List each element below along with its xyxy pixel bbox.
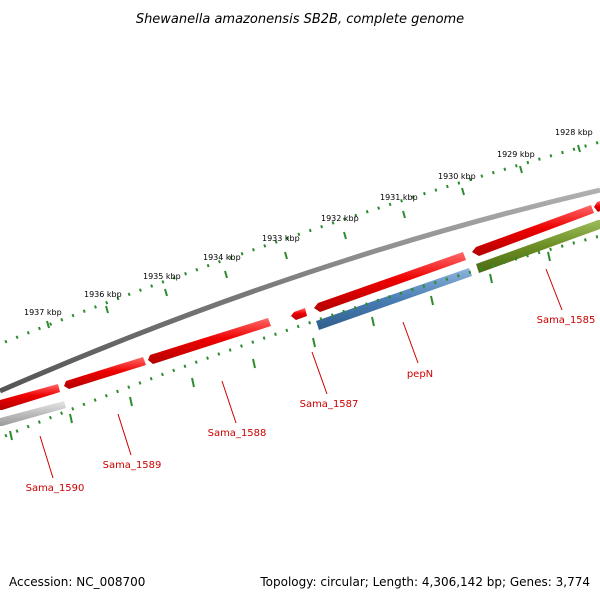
major-tick <box>224 270 228 279</box>
major-tick <box>284 251 288 260</box>
scale-label: 1934 kbp <box>203 253 241 262</box>
gene-labels: Sama_1590 Sama_1589 Sama_1588 Sama_1587 … <box>26 315 596 494</box>
gene-sama-1589[interactable] <box>64 357 146 389</box>
accession-text: Accession: NC_008700 <box>9 575 145 589</box>
leader-sama-1588 <box>221 380 237 424</box>
forward-strand-genes <box>0 201 600 410</box>
label-leaders <box>39 268 563 479</box>
scale-label: 1935 kbp <box>143 272 181 281</box>
inner-major-tick <box>547 251 551 262</box>
gene-label-sama-1587[interactable]: Sama_1587 <box>300 399 359 410</box>
leader-sama-1589 <box>117 413 132 456</box>
major-tick <box>519 165 523 174</box>
inner-major-tick <box>430 295 434 306</box>
gene-fragment-right[interactable] <box>594 201 600 212</box>
outer-minor-ticks <box>4 140 600 344</box>
genome-summary: Topology: circular; Length: 4,306,142 bp… <box>259 575 590 589</box>
gene-sama-1588[interactable] <box>148 318 271 364</box>
scale-label: 1931 kbp <box>380 193 418 202</box>
leader-sama-1587 <box>311 351 328 395</box>
inner-major-tick <box>312 337 316 348</box>
major-tick <box>461 187 465 196</box>
outer-scale-ticks <box>4 140 600 344</box>
inner-features <box>0 220 600 426</box>
page-title: Shewanella amazonensis SB2B, complete ge… <box>136 12 464 27</box>
scale-label: 1937 kbp <box>24 308 62 317</box>
inner-scale-ticks <box>4 234 600 441</box>
gene-label-sama-1590[interactable]: Sama_1590 <box>26 483 85 494</box>
genome-backbone <box>0 187 600 394</box>
scale-label: 1929 kbp <box>497 150 535 159</box>
scale-label: 1933 kbp <box>262 234 300 243</box>
gene-label-pepn[interactable]: pepN <box>407 369 433 380</box>
major-tick <box>577 144 581 153</box>
gene-sama-1587[interactable] <box>291 308 307 320</box>
scale-label: 1928 kbp <box>555 128 593 137</box>
gene-sama-1590[interactable] <box>0 384 60 410</box>
inner-major-tick <box>252 358 256 369</box>
inner-major-tick <box>69 413 73 424</box>
gene-pepn-forward[interactable] <box>314 252 466 312</box>
scale-label: 1930 kbp <box>438 172 476 181</box>
major-tick <box>402 210 406 219</box>
leader-pepn <box>402 321 419 364</box>
leader-sama-1590 <box>39 435 54 479</box>
feature-grey[interactable] <box>0 401 66 426</box>
major-tick <box>105 305 109 314</box>
scale-labels: 1937 kbp 1936 kbp 1935 kbp 1934 kbp 1933… <box>24 128 593 317</box>
leader-sama-1585 <box>545 268 563 311</box>
gene-label-sama-1588[interactable]: Sama_1588 <box>208 428 267 439</box>
inner-major-tick <box>371 316 375 327</box>
gene-label-sama-1585[interactable]: Sama_1585 <box>537 315 596 326</box>
feature-pepn[interactable] <box>316 268 472 330</box>
inner-major-tick <box>129 396 133 407</box>
inner-minor-ticks <box>4 234 600 438</box>
gene-label-sama-1589[interactable]: Sama_1589 <box>103 460 162 471</box>
scale-label: 1936 kbp <box>84 290 122 299</box>
feature-sama-1585[interactable] <box>476 220 600 273</box>
major-tick <box>343 231 347 240</box>
inner-major-tick <box>9 430 13 441</box>
major-tick <box>46 320 50 329</box>
scale-label: 1932 kbp <box>321 214 359 223</box>
gene-sama-1585-forward[interactable] <box>472 205 594 256</box>
inner-major-tick <box>191 377 195 388</box>
inner-major-tick <box>489 273 493 284</box>
major-tick <box>164 288 168 297</box>
